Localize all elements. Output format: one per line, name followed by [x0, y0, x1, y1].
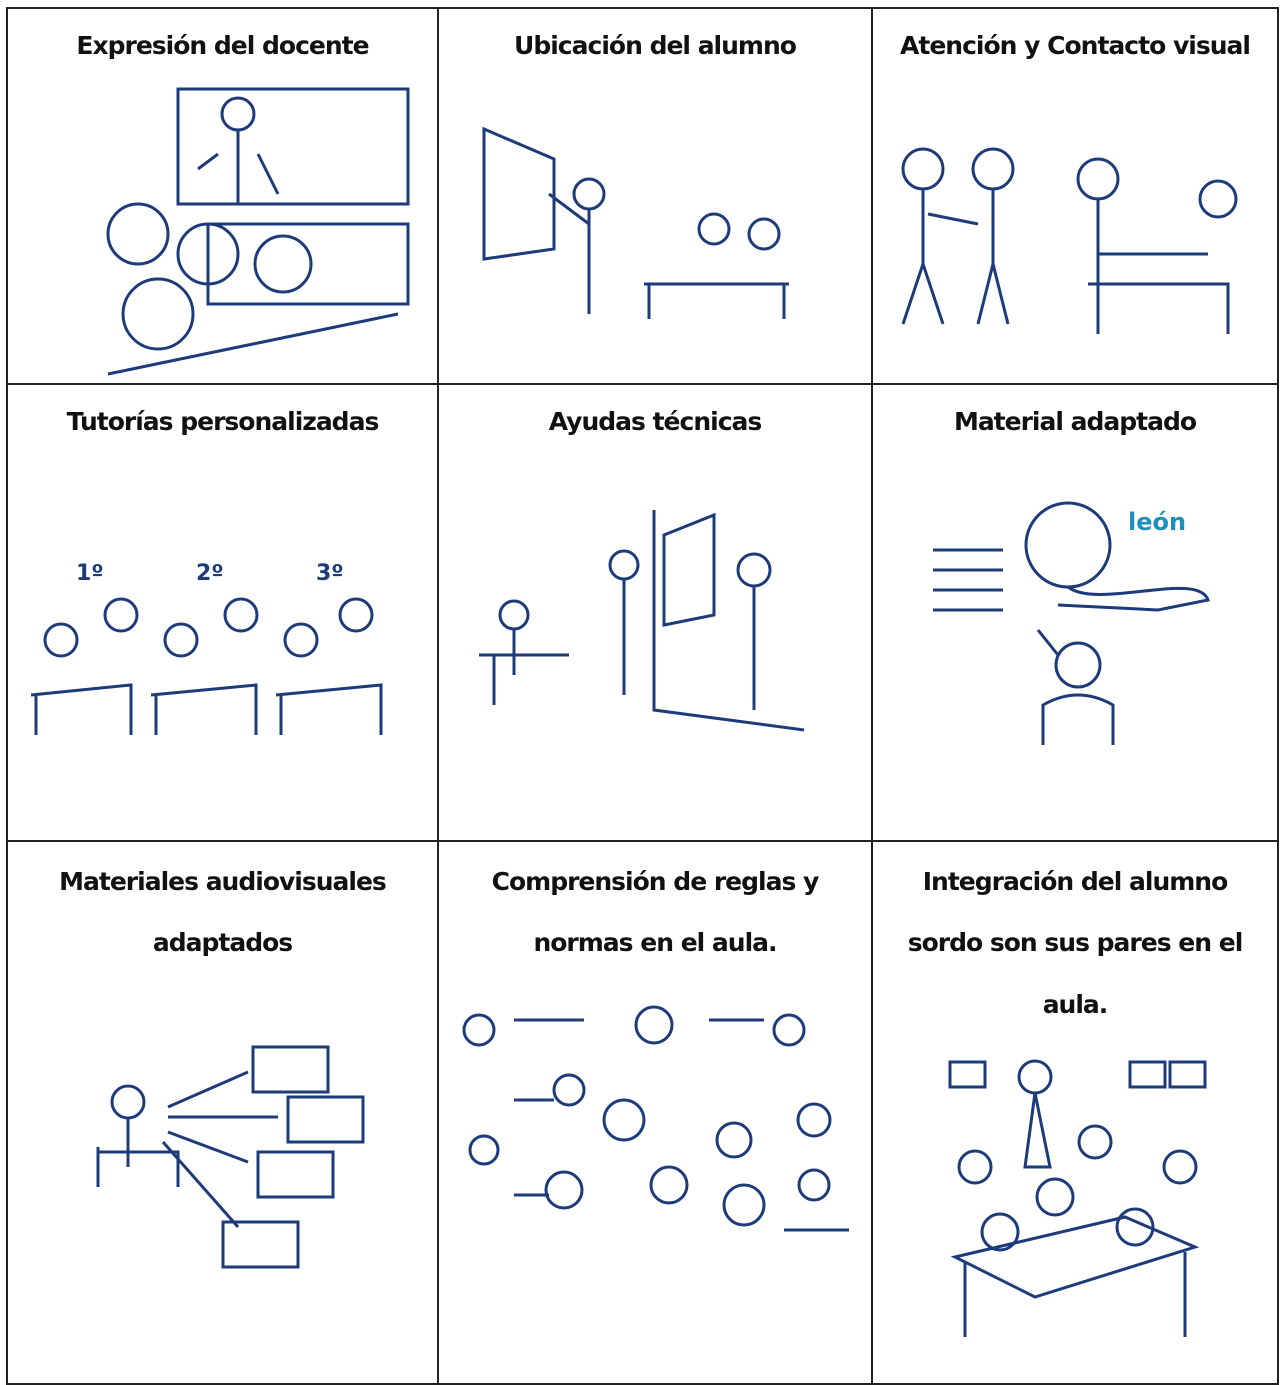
cell: Integración del alumno sordo son sus par…	[871, 840, 1279, 1385]
illustration	[948, 1059, 1207, 1337]
cell-title: adaptados	[152, 928, 293, 957]
illustration: 1º 2º 3º	[30, 561, 383, 735]
cell: Ayudas técnicas	[437, 383, 873, 842]
cell-title: Materiales audiovisuales	[59, 867, 387, 896]
cell: Atención y Contacto visual	[871, 7, 1279, 385]
illustration	[479, 510, 805, 732]
cell: Ubicación del alumno	[437, 7, 873, 385]
cell-title: Ayudas técnicas	[548, 407, 763, 436]
cell: Comprensión de reglas y normas en el aul…	[437, 840, 873, 1385]
tutor-label: 2º	[196, 561, 224, 586]
cell-title: Tutorías personalizadas	[66, 407, 380, 436]
cell-title: normas en el aula.	[533, 928, 777, 957]
cell-title: Comprensión de reglas y	[491, 867, 820, 896]
cell-title: Ubicación del alumno	[514, 31, 797, 60]
cell: Tutorías personalizadas 1º 2º 3º	[6, 383, 439, 842]
illustration	[106, 87, 410, 376]
illustration	[462, 1005, 849, 1232]
cell-title: Material adaptado	[953, 407, 1197, 436]
cell-title: Integración del alumno	[922, 867, 1229, 896]
illustration	[482, 126, 789, 319]
cell-title: aula.	[1042, 990, 1109, 1019]
word-label: león	[1128, 508, 1186, 536]
cell: Materiales audiovisuales adaptados	[6, 840, 439, 1385]
illustration	[96, 1045, 365, 1269]
cell-title: sordo son sus pares en el	[907, 928, 1244, 957]
tutor-label: 1º	[76, 561, 104, 586]
illustration: león	[933, 501, 1210, 745]
cell-title: Atención y Contacto visual	[900, 31, 1251, 60]
tutor-label: 3º	[316, 561, 344, 586]
cell: Material adaptado león	[871, 383, 1279, 842]
cell: Expresión del docente	[6, 7, 439, 385]
illustration	[901, 147, 1238, 334]
cell-title: Expresión del docente	[76, 31, 369, 60]
